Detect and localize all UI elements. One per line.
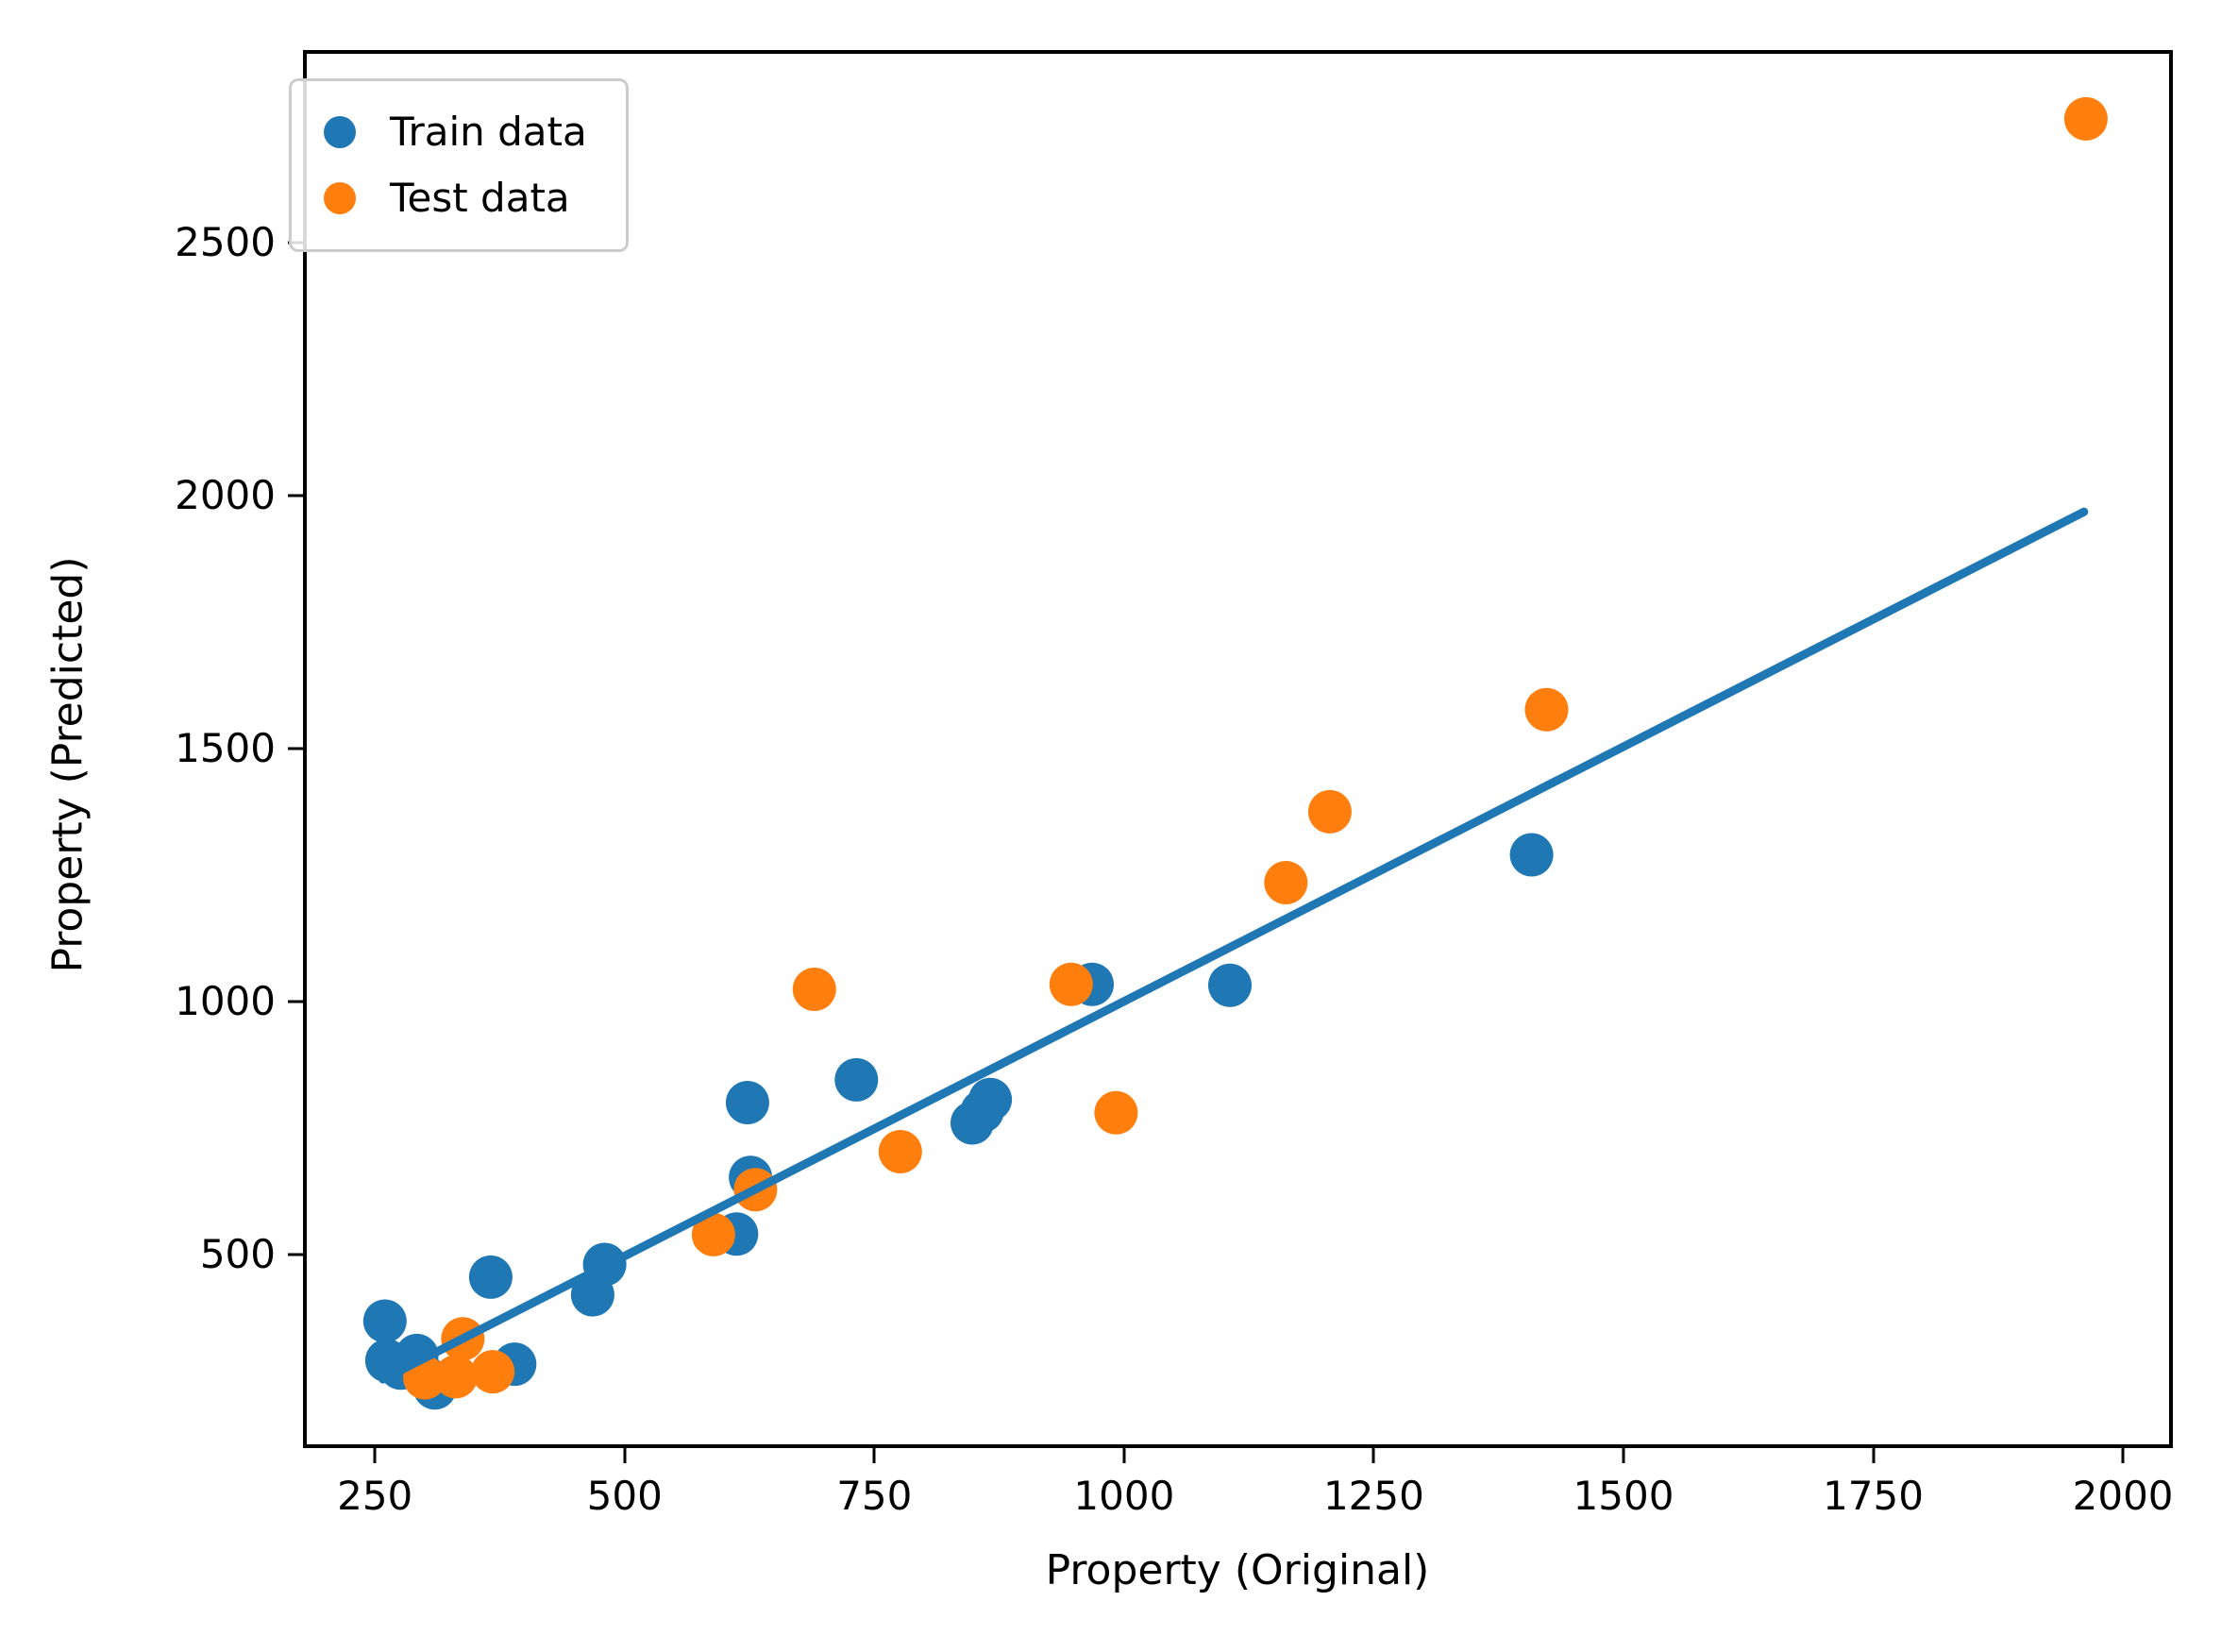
legend-label: Test data (390, 174, 570, 221)
x-tick-label: 1750 (1823, 1473, 1924, 1519)
x-tick-label: 1500 (1573, 1473, 1674, 1519)
x-tick (2121, 1448, 2125, 1463)
legend-marker-icon (324, 181, 356, 214)
x-tick (1122, 1448, 1126, 1463)
x-tick-label: 250 (337, 1473, 413, 1519)
x-tick (373, 1448, 377, 1463)
x-tick (1371, 1448, 1375, 1463)
y-tick-label: 500 (199, 1230, 276, 1277)
x-tick-label: 750 (836, 1473, 913, 1519)
y-tick (288, 494, 303, 497)
x-tick (1872, 1448, 1876, 1463)
x-tick (872, 1448, 876, 1463)
y-tick-label: 1500 (175, 724, 276, 771)
x-tick (623, 1448, 627, 1463)
legend-label: Train data (390, 109, 587, 156)
x-axis-title: Property (Original) (1045, 1546, 1430, 1594)
plot-area (303, 50, 2173, 1448)
x-tick-label: 500 (586, 1473, 663, 1519)
y-tick-label: 2000 (175, 471, 276, 518)
y-tick (288, 1000, 303, 1003)
x-tick-label: 1250 (1322, 1473, 1424, 1519)
y-tick (288, 747, 303, 750)
y-tick (288, 1253, 303, 1256)
legend-row: Test data (324, 174, 626, 221)
legend-row: Train data (324, 112, 626, 152)
y-axis-title: Property (Predicted) (43, 556, 93, 973)
x-tick (1622, 1448, 1625, 1463)
x-tick-label: 2000 (2072, 1473, 2174, 1519)
legend-marker-icon (324, 116, 356, 149)
y-tick-label: 1000 (175, 977, 276, 1024)
legend: Train data Test data (289, 78, 629, 252)
x-tick-label: 1000 (1073, 1473, 1175, 1519)
y-tick-label: 2500 (175, 219, 276, 266)
